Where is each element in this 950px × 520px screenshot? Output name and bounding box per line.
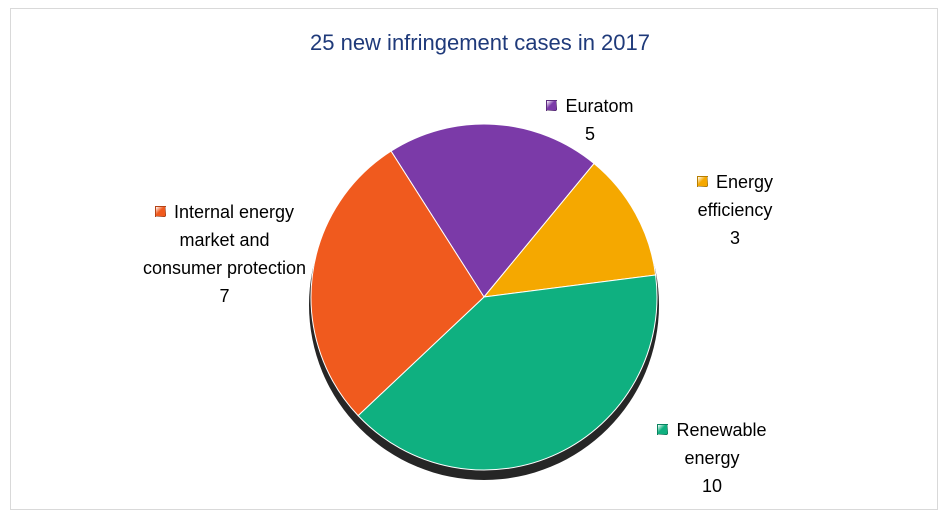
- category-label: Energy efficiency: [697, 172, 774, 220]
- legend-marker: [154, 206, 166, 217]
- data-label: Euratom 5: [530, 92, 650, 148]
- value-label: 10: [701, 476, 723, 496]
- category-label: Internal energy market and consumer prot…: [142, 202, 307, 278]
- value-label: 3: [729, 228, 740, 248]
- chart-frame: [10, 8, 938, 510]
- data-label: Internal energy market and consumer prot…: [142, 198, 307, 310]
- pie-slice: [390, 123, 595, 298]
- value-label: 7: [219, 286, 230, 306]
- pie-slice: [357, 274, 658, 471]
- data-label: Energy efficiency 3: [675, 168, 795, 252]
- value-label: 5: [584, 124, 595, 144]
- pie-slice: [482, 162, 657, 298]
- chart-title: 25 new infringement cases in 2017: [310, 30, 650, 55]
- pie-slice: [310, 150, 485, 417]
- legend-marker: [657, 424, 669, 435]
- legend-marker: [546, 100, 558, 111]
- category-label: Renewable energy: [676, 420, 767, 468]
- category-label: Euratom: [565, 96, 634, 116]
- legend-marker: [696, 176, 708, 187]
- data-label: Renewable energy 10: [647, 416, 777, 500]
